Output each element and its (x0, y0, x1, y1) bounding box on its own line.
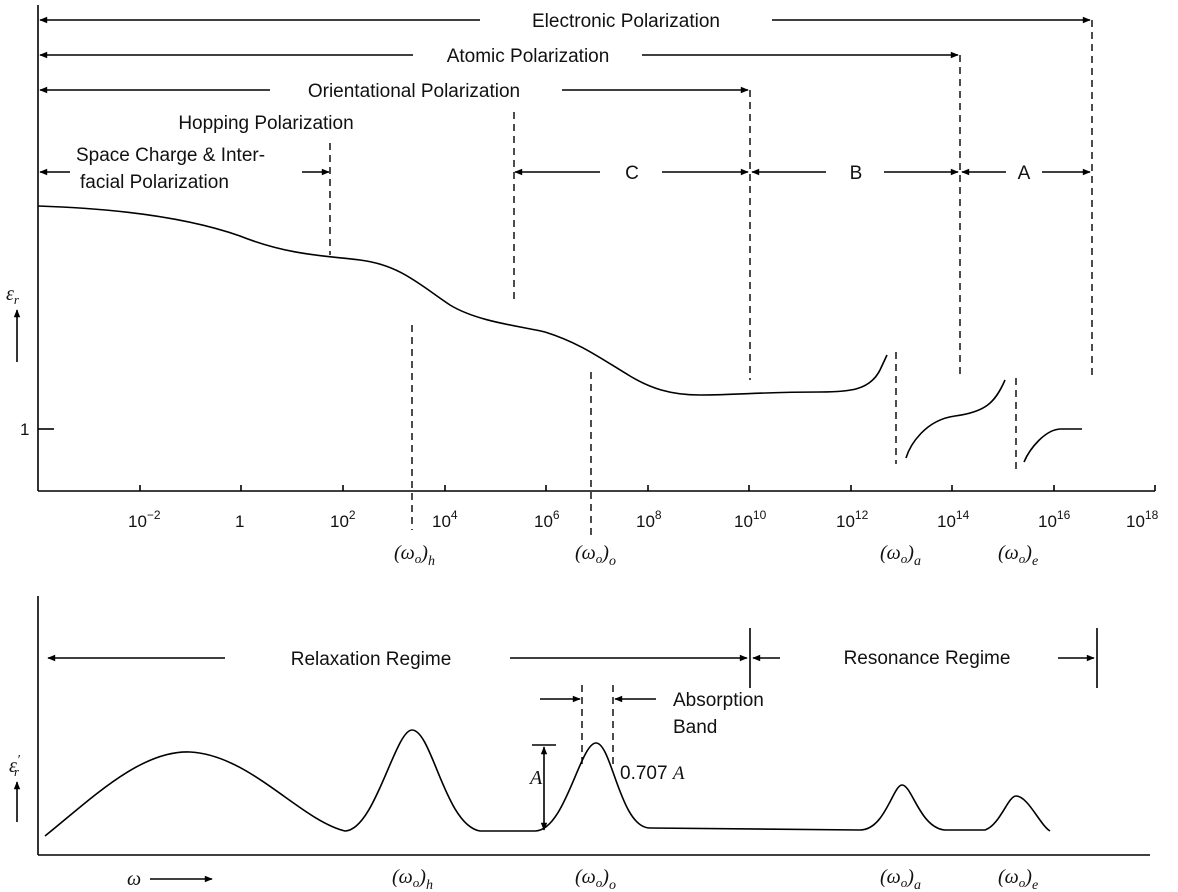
freq-label-a: (ωo)a (880, 866, 921, 892)
top-dashed-boundaries (329, 20, 1093, 540)
tick-label: 10−2 (128, 508, 161, 531)
hopping-polarization-label: Hopping Polarization (178, 113, 353, 134)
half-power-label: 0.707 A (620, 763, 685, 784)
bottom-frequency-labels: (ωo)h (ωo)o (ωo)a (ωo)e (392, 866, 1038, 892)
electronic-range: Electronic Polarization (39, 11, 1091, 32)
freq-label-e: (ωo)e (998, 866, 1038, 892)
bottom-y-label: ε′ r (9, 753, 21, 822)
freq-label-o: (ωo)o (575, 866, 616, 892)
freq-label-a: (ωo)a (880, 542, 921, 569)
top-x-tick-labels: 10−2 1 102 104 106 108 1010 1012 1014 10… (128, 508, 1159, 531)
space-charge-range: Space Charge & Inter- facial Polarizatio… (39, 145, 330, 193)
region-a: A (961, 163, 1091, 184)
top-x-ticks (139, 485, 1156, 491)
amplitude-label: A (528, 767, 543, 789)
tick-label: 102 (330, 508, 356, 531)
top-panel: 10−2 1 102 104 106 108 1010 1012 1014 10… (6, 5, 1159, 569)
top-frequency-labels: (ωo)h (ωo)o (ωo)a (ωo)e (394, 542, 1038, 569)
electronic-polarization-label: Electronic Polarization (532, 11, 720, 32)
space-charge-label-line2: facial Polarization (80, 172, 229, 193)
top-y-label: εr (6, 283, 21, 362)
epsilon-r-curve (37, 205, 1082, 463)
tick-label: 104 (432, 508, 458, 531)
tick-label: 108 (636, 508, 662, 531)
tick-label: 1016 (1038, 508, 1071, 531)
svg-text:ω: ω (127, 868, 141, 890)
region-c: C (514, 163, 749, 184)
amplitude-marker: A 0.707 A (528, 744, 685, 831)
absorption-label-line1: Absorption (673, 690, 764, 711)
loss-curve (44, 729, 1051, 837)
region-c-label: C (625, 163, 639, 184)
bottom-panel: Relaxation Regime Resonance Regime Absor… (9, 596, 1150, 892)
tick-label: 1018 (1126, 508, 1159, 531)
relaxation-regime-range: Relaxation Regime (47, 649, 748, 670)
tick-label: 1010 (734, 508, 767, 531)
svg-text:ε′r: ε′ r (9, 753, 21, 779)
freq-label-o: (ωo)o (575, 542, 616, 569)
tick-label: 106 (534, 508, 560, 531)
resonance-regime-range: Resonance Regime (752, 648, 1095, 669)
atomic-polarization-label: Atomic Polarization (447, 46, 610, 67)
orientational-polarization-label: Orientational Polarization (308, 81, 520, 102)
atomic-range: Atomic Polarization (39, 46, 959, 67)
relaxation-regime-label: Relaxation Regime (291, 649, 452, 670)
tick-label: 1014 (937, 508, 970, 531)
space-charge-label-line1: Space Charge & Inter- (76, 145, 265, 166)
svg-text:εr: εr (6, 283, 20, 307)
tick-label: 1012 (836, 508, 869, 531)
absorption-band: Absorption Band (540, 685, 764, 768)
freq-label-e: (ωo)e (998, 542, 1038, 569)
region-b-label: B (850, 163, 863, 184)
region-a-label: A (1018, 163, 1031, 184)
freq-label-h: (ωo)h (392, 866, 433, 892)
orientational-range: Orientational Polarization (39, 81, 749, 102)
y-tick-one-label: 1 (20, 420, 29, 439)
resonance-regime-label: Resonance Regime (844, 648, 1011, 669)
tick-label: 1 (235, 512, 244, 531)
freq-label-h: (ωo)h (394, 542, 435, 569)
absorption-label-line2: Band (673, 717, 717, 738)
omega-axis-label: ω (127, 868, 213, 890)
region-b: B (751, 163, 959, 184)
